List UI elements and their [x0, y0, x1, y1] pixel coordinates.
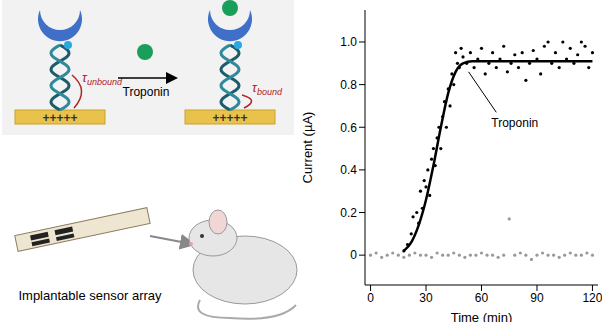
- svg-text:0.4: 0.4: [340, 163, 357, 177]
- svg-text:0.8: 0.8: [340, 78, 357, 92]
- svg-text:Current (µA): Current (µA): [300, 112, 315, 184]
- svg-text:120: 120: [582, 291, 594, 305]
- svg-text:+++++: +++++: [212, 111, 247, 125]
- svg-text:60: 60: [475, 291, 489, 305]
- svg-text:0.2: 0.2: [340, 206, 357, 220]
- svg-text:90: 90: [530, 291, 544, 305]
- svg-text:τbound: τbound: [252, 80, 283, 97]
- svg-text:0.6: 0.6: [340, 121, 357, 135]
- svg-text:0: 0: [367, 291, 374, 305]
- svg-text:τunbound: τunbound: [82, 70, 123, 87]
- svg-text:+++++: +++++: [42, 111, 77, 125]
- svg-text:Troponin: Troponin: [491, 116, 538, 130]
- svg-text:30: 30: [419, 291, 433, 305]
- svg-text:Time (min): Time (min): [451, 310, 513, 322]
- svg-text:1.0: 1.0: [340, 35, 357, 49]
- svg-text:0: 0: [350, 248, 357, 262]
- svg-text:Troponin: Troponin: [123, 85, 170, 99]
- svg-text:Implantable sensor array: Implantable sensor array: [18, 288, 162, 303]
